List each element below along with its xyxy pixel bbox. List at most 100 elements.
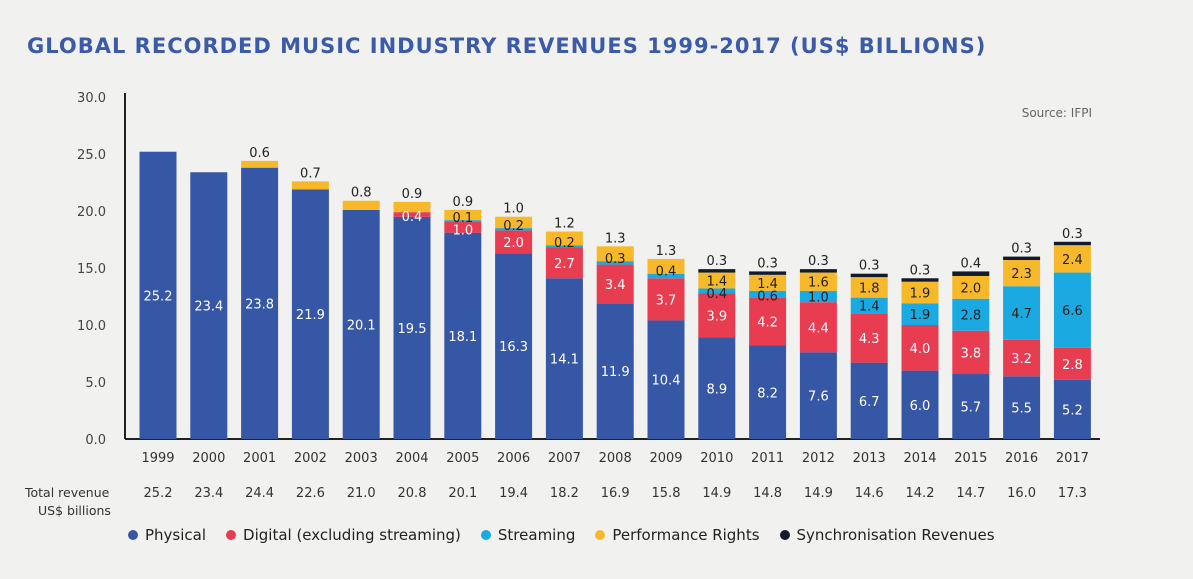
data-label: 5.5 [1011,402,1032,417]
data-label: 1.3 [656,244,677,259]
data-label: 5.7 [960,401,981,416]
legend-swatch [595,530,606,540]
x-tick-label: 2015 [954,451,987,466]
bar-digital-excluding-streaming--2017 [1053,347,1091,380]
data-label: 18.1 [448,330,477,345]
data-label: 0.4 [402,210,423,225]
bar-physical-2007 [545,278,583,439]
bar-performance-rights-2005 [444,209,482,221]
legend-item: Synchronisation Revenues [779,526,995,544]
bar-performance-rights-2010 [698,272,736,289]
bar-performance-rights-2016 [1003,260,1041,287]
total-label: 17.3 [1058,486,1087,501]
bar-performance-rights-2013 [850,277,888,298]
data-label: 1.9 [910,308,931,323]
bar-digital-excluding-streaming--2006 [495,230,533,254]
total-label: 14.9 [804,486,833,501]
bar-performance-rights-2017 [1053,245,1091,273]
source-note: Source: IFPI [1021,106,1092,120]
legend-label: Digital (excluding streaming) [243,526,461,544]
data-label: 10.4 [652,374,681,389]
data-label: 0.3 [757,256,778,271]
data-label: 0.3 [859,259,880,274]
x-tick-label: 2005 [446,451,479,466]
total-label: 14.8 [753,486,782,501]
total-label: 24.4 [245,486,274,501]
bar-performance-rights-2001 [241,160,279,168]
bar-physical-2015 [952,374,990,439]
x-tick-label: 2014 [903,451,936,466]
data-label: 1.4 [757,277,778,292]
bar-digital-excluding-streaming--2009 [647,278,685,321]
data-label: 19.5 [398,322,427,337]
bar-streaming-2017 [1053,272,1091,348]
data-label: 1.8 [859,281,880,296]
data-label: 1.3 [605,231,626,246]
bar-streaming-2010 [698,288,736,294]
bar-performance-rights-2014 [901,281,939,304]
bar-streaming-2007 [545,245,583,248]
x-tick-label: 2009 [649,451,682,466]
legend-item: Digital (excluding streaming) [226,526,461,544]
bar-physical-2010 [698,337,736,439]
bar-digital-excluding-streaming--2008 [596,264,634,304]
bar-physical-2002 [291,189,329,439]
x-tick-label: 2008 [599,451,632,466]
legend-label: Streaming [497,526,576,544]
total-label: 18.2 [550,486,579,501]
legend: Physical Digital (excluding streaming) Str… [128,526,995,544]
x-tick-label: 2002 [294,451,327,466]
legend-swatch [480,530,491,540]
total-label: 14.6 [855,486,884,501]
data-label: 6.6 [1062,304,1083,319]
legend-swatch [128,530,138,540]
bar-synchronisation-revenues-2015 [952,271,990,276]
x-tick-label: 2003 [345,451,378,466]
data-label: 0.3 [1011,242,1032,257]
bar-performance-rights-2006 [495,216,533,229]
data-label: 4.0 [910,342,931,357]
data-label: 20.1 [347,318,376,333]
bar-digital-excluding-streaming--2004 [393,212,431,217]
bar-synchronisation-revenues-2012 [799,269,837,273]
data-label: 2.8 [960,309,981,324]
data-label: 23.8 [245,297,274,312]
legend-swatch [226,530,237,540]
data-label: 3.4 [605,278,626,293]
bar-performance-rights-2011 [749,274,787,291]
data-label: 1.4 [859,300,880,315]
bar-physical-2013 [850,362,888,439]
bar-physical-2008 [596,303,634,439]
bar-physical-2003 [342,209,380,439]
bar-digital-excluding-streaming--2016 [1003,339,1041,377]
data-label: 4.7 [1011,307,1032,322]
total-label: 20.8 [398,486,427,501]
data-label: 0.3 [910,263,931,278]
bar-streaming-2012 [799,290,837,303]
total-label: 20.1 [448,486,477,501]
data-label: 1.0 [808,291,829,306]
total-label: 14.9 [702,486,731,501]
data-label: 0.6 [249,146,270,161]
bar-synchronisation-revenues-2014 [901,278,939,282]
data-label: 0.6 [757,289,778,304]
bar-physical-2014 [901,370,939,439]
legend-label: Synchronisation Revenues [796,526,995,544]
x-tick-label: 2017 [1056,451,1089,466]
bar-physical-2016 [1003,376,1041,439]
data-label: 16.3 [499,340,528,355]
data-label: 0.9 [402,187,423,202]
data-label: 8.2 [757,386,778,401]
data-label: 25.2 [144,289,173,304]
data-label: 3.9 [706,309,727,324]
bar-synchronisation-revenues-2016 [1003,256,1041,261]
bar-physical-2012 [799,352,837,439]
total-label: 16.9 [601,486,630,501]
x-tick-label: 2013 [853,451,886,466]
legend-label: Performance Rights [612,526,760,544]
data-label: 6.0 [910,399,931,414]
data-label: 0.9 [452,195,473,210]
bar-digital-excluding-streaming--2012 [799,302,837,353]
bar-physical-2009 [647,320,685,439]
